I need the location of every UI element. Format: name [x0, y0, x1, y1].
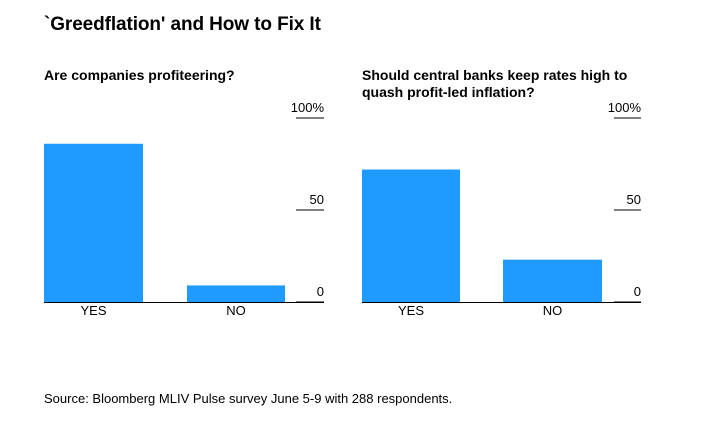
- left-bar-no: [187, 285, 285, 302]
- right-ytick-label: 100%: [608, 100, 642, 115]
- right-chart-subtitle: Should central banks keep rates high to …: [362, 67, 628, 100]
- right-bar-no: [503, 259, 602, 302]
- left-category-label: NO: [226, 303, 246, 318]
- right-ytick-label: 0: [634, 284, 641, 299]
- left-ytick-label: 100%: [291, 100, 325, 115]
- right-category-label: YES: [398, 303, 424, 318]
- left-chart-subtitle: Are companies profiteering?: [44, 67, 235, 83]
- left-category-label: YES: [80, 303, 106, 318]
- right-ytick-label: 50: [627, 192, 641, 207]
- left-ytick-label: 0: [317, 284, 324, 299]
- left-ytick-label: 50: [310, 192, 324, 207]
- chart-title: `Greedflation' and How to Fix It: [44, 14, 321, 35]
- right-bar-yes: [362, 169, 460, 302]
- left-bar-yes: [44, 143, 143, 302]
- source-note: Source: Bloomberg MLIV Pulse survey June…: [44, 391, 453, 406]
- right-category-label: NO: [543, 303, 563, 318]
